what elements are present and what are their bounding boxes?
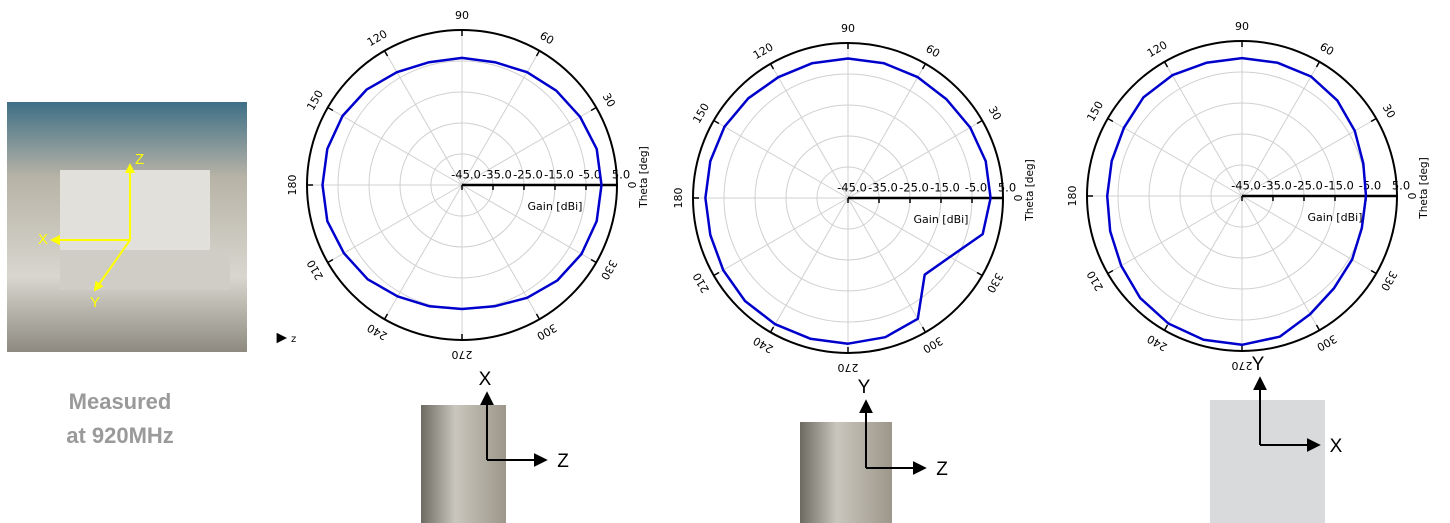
r-tick-label: -25.0 [899,181,929,195]
grid-line [1165,196,1243,330]
theta-tick-label: 180 [1066,186,1079,207]
theta-tick-label: 300 [534,321,559,343]
theta-tick-label: 270 [838,361,859,374]
theta-tick-label: 30 [986,104,1004,123]
theta-tick-label: 270 [1232,359,1253,372]
r-axis-label: Gain [dBi] [1308,211,1363,224]
theta-tick-label: 330 [1378,268,1400,293]
grid-line [1108,119,1242,197]
theta-tick-label: 300 [920,334,945,356]
r-tick-label: -15.0 [544,168,574,182]
theta-tick-label: 240 [1145,332,1170,354]
axis-label: Y [90,294,100,311]
theta-tick-label: 300 [1314,332,1339,354]
r-tick-label: -15.0 [1324,179,1354,193]
grid-line [1242,196,1376,274]
theta-tick-label: 120 [1145,38,1170,60]
pattern-line [1107,58,1366,345]
r-axis-label: Gain [dBi] [914,213,969,226]
theta-tick-label: 30 [1380,102,1398,121]
grid-line [328,108,462,186]
r-tick-label: -45.0 [1231,179,1261,193]
theta-tick-label: 240 [751,334,776,356]
r-tick-label: -25.0 [1293,179,1323,193]
r-tick-label: -5.0 [579,168,601,182]
axis-label: Y [858,377,871,398]
figure: Z X Y Measured at 920MHz z X Z Y Z Y X 0 30 60 90… [0,0,1450,523]
theta-tick-label: 0 [1011,195,1024,202]
theta-tick-label: 60 [923,42,942,60]
r-tick-label: -5.0 [1359,179,1381,193]
theta-tick-label: 180 [672,188,685,209]
grid-line [328,185,462,263]
r-tick-label: -35.0 [1262,179,1292,193]
grid-line [462,185,596,263]
theta-tick-label: 270 [452,348,473,361]
r-tick-label: -15.0 [930,181,960,195]
theta-tick-label: 120 [751,40,776,62]
grid-line [771,64,849,198]
caption: Measured [69,389,172,414]
theta-tick-label: 180 [286,175,299,196]
theta-tick-label: 90 [1235,20,1249,33]
grid-line [714,121,848,199]
grid-line [771,198,849,332]
grid-line [385,51,463,185]
r-tick-label: 5.0 [1392,179,1410,193]
theta-tick-label: 90 [455,9,469,22]
axis-label: Z [557,451,569,472]
theta-axis-label: Theta [deg] [638,146,650,208]
polar-chart: 0 30 60 90 120 150 180 210 240 270 300 330 -45.0-35.… [672,22,1036,374]
theta-tick-label: 210 [1084,268,1106,293]
axis-label: Z [936,459,948,480]
axis-label: Z [135,151,144,168]
theta-tick-label: 330 [984,270,1006,295]
grid-line [462,51,540,185]
theta-tick-label: 60 [1317,40,1336,58]
r-axis-label: Gain [dBi] [528,200,583,213]
caption: at 920MHz [66,423,174,448]
theta-axis-label: Theta [deg] [1418,157,1430,219]
grid-line [1165,62,1243,196]
photo [421,405,506,523]
r-tick-label: -45.0 [451,168,481,182]
grid-line [848,198,982,276]
grid-line [1242,62,1320,196]
grid-line [848,64,926,198]
theta-tick-label: 210 [690,270,712,295]
r-tick-label: 5.0 [998,181,1016,195]
grid-line [385,185,463,319]
r-tick-label: -5.0 [965,181,987,195]
axis-label: z [291,334,296,345]
grid-line [1108,196,1242,274]
theta-tick-label: 210 [304,257,326,282]
r-tick-label: -35.0 [868,181,898,195]
theta-tick-label: 30 [600,91,618,110]
photo: Z X Y [7,102,247,352]
theta-tick-label: 90 [841,22,855,35]
axis-label: X [479,369,492,390]
photo [800,422,892,523]
grid-line [714,198,848,276]
polar-chart: 0 30 60 90 120 150 180 210 240 270 300 330 -45.0-35.… [286,9,650,361]
axis-label: X [38,231,48,248]
theta-tick-label: 330 [598,257,620,282]
r-tick-label: -25.0 [513,168,543,182]
r-tick-label: 5.0 [612,168,630,182]
axis-label: X [1330,436,1343,457]
photo [1210,400,1325,523]
theta-tick-label: 60 [537,29,556,47]
axis-label: Y [1252,354,1265,375]
theta-tick-label: 150 [1084,99,1106,124]
theta-tick-label: 120 [365,27,390,49]
theta-tick-label: 150 [304,88,326,113]
theta-tick-label: 240 [365,321,390,343]
theta-axis-label: Theta [deg] [1024,159,1036,221]
theta-tick-label: 0 [1405,193,1418,200]
r-tick-label: -45.0 [837,181,867,195]
theta-tick-label: 150 [690,101,712,126]
r-tick-label: -35.0 [482,168,512,182]
polar-chart: 0 30 60 90 120 150 180 210 240 270 300 330 -45.0-35.… [1066,20,1430,372]
theta-tick-label: 0 [625,182,638,189]
